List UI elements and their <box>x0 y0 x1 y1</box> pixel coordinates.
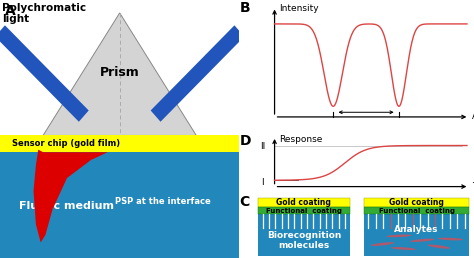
Bar <box>0 135 239 152</box>
Text: Prism: Prism <box>100 66 139 79</box>
Polygon shape <box>151 25 244 122</box>
Text: Sensor chip (gold film): Sensor chip (gold film) <box>12 139 120 148</box>
Text: Polychromatic
light: Polychromatic light <box>2 3 87 24</box>
Bar <box>258 207 350 214</box>
Ellipse shape <box>438 238 463 240</box>
Text: Biorecognition
molecules: Biorecognition molecules <box>267 231 341 250</box>
Bar <box>364 207 469 214</box>
Ellipse shape <box>410 239 435 242</box>
Ellipse shape <box>428 245 450 249</box>
Text: PSP at the interface: PSP at the interface <box>115 197 210 206</box>
Polygon shape <box>34 150 108 243</box>
Bar <box>258 214 350 256</box>
Text: D: D <box>239 133 251 148</box>
Ellipse shape <box>371 242 394 246</box>
Ellipse shape <box>386 235 411 237</box>
Text: Intensity: Intensity <box>279 4 319 13</box>
Text: II: II <box>260 142 265 151</box>
Text: A: A <box>5 4 16 18</box>
Text: B: B <box>239 1 250 15</box>
Bar <box>364 198 469 207</box>
Text: Response: Response <box>279 135 323 144</box>
Text: Functional  coating: Functional coating <box>379 208 455 214</box>
Ellipse shape <box>391 247 416 250</box>
Bar <box>364 214 469 256</box>
Text: Angle: Angle <box>472 112 474 122</box>
Text: Time: Time <box>472 182 474 191</box>
Bar <box>258 198 350 207</box>
Text: Analytes: Analytes <box>394 225 439 234</box>
Polygon shape <box>43 13 196 135</box>
Text: Gold coating: Gold coating <box>276 198 331 207</box>
Text: C: C <box>239 195 250 209</box>
Text: Gold coating: Gold coating <box>389 198 444 207</box>
Polygon shape <box>0 25 89 122</box>
Text: Functional  coating: Functional coating <box>266 208 342 214</box>
Text: I: I <box>262 178 264 187</box>
Text: Fluidic medium: Fluidic medium <box>19 201 114 211</box>
Bar <box>0 152 239 258</box>
